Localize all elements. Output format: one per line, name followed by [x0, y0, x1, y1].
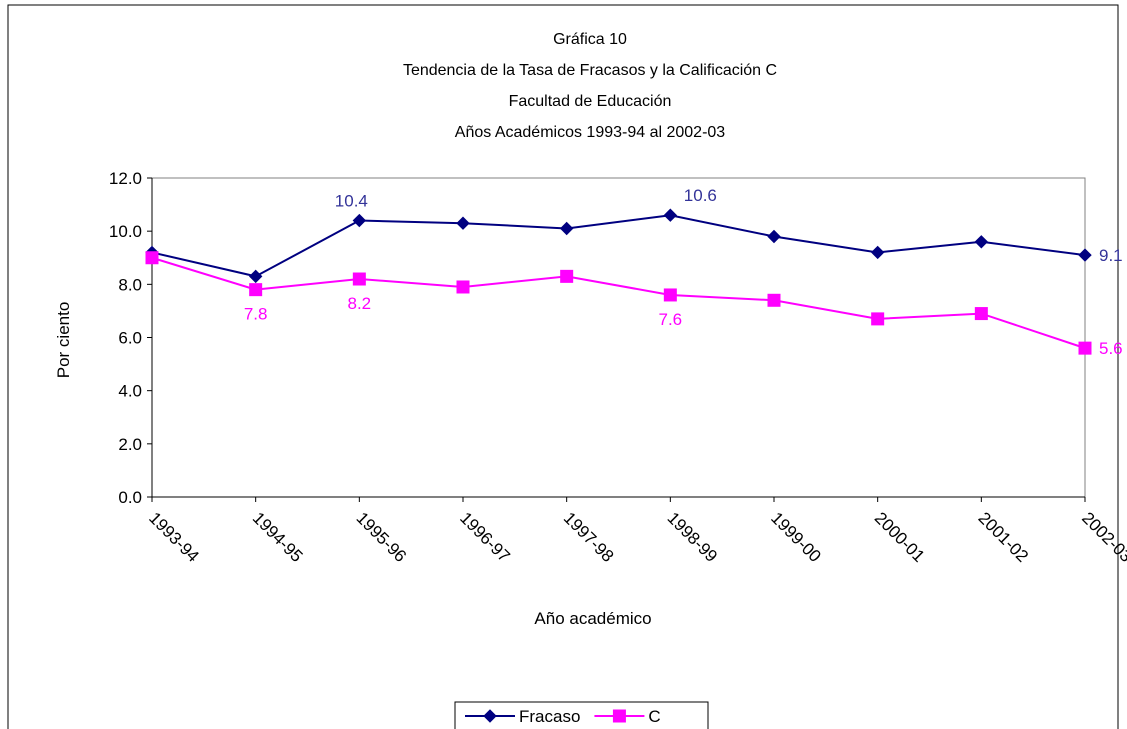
x-tick-label: 1999-00: [767, 508, 825, 566]
x-tick-label: 1993-94: [145, 508, 203, 566]
series-line: [151, 214, 1086, 278]
y-tick-label: 10.0: [109, 222, 142, 241]
chart-frame: [7, 4, 1119, 729]
x-tick-label: 1995-96: [353, 508, 411, 566]
data-label: 10.6: [684, 186, 717, 205]
series-line: [151, 256, 1086, 350]
chart-title: Gráfica 10: [553, 31, 627, 48]
data-label: 8.2: [348, 294, 372, 313]
data-point: [559, 221, 574, 236]
data-point: [974, 307, 988, 321]
x-tick-label: 1994-95: [249, 508, 307, 566]
legend-label: C: [648, 707, 660, 726]
data-point: [870, 245, 885, 260]
chart-subtitle: Años Académicos 1993-94 al 2002-03: [455, 124, 726, 141]
x-tick-label: 2000-01: [871, 508, 929, 566]
data-point: [767, 293, 781, 307]
x-axis-title: Año académico: [534, 609, 651, 628]
y-tick-label: 2.0: [118, 435, 142, 454]
data-point: [352, 213, 367, 228]
legend-marker: [483, 709, 497, 723]
data-point: [871, 312, 885, 326]
data-point: [248, 269, 263, 284]
data-label: 7.8: [244, 305, 268, 324]
data-point: [663, 208, 678, 222]
data-point: [145, 251, 159, 265]
x-tick-label: 1998-99: [664, 508, 722, 566]
y-axis-title: Por ciento: [54, 302, 73, 379]
data-point: [560, 269, 574, 283]
y-tick-label: 4.0: [118, 382, 142, 401]
data-point: [663, 288, 677, 302]
data-label: 7.6: [659, 310, 683, 329]
y-tick-label: 6.0: [118, 329, 142, 348]
data-point: [974, 235, 989, 249]
data-point: [767, 229, 781, 244]
data-point: [456, 280, 470, 294]
data-label: 9.1: [1099, 246, 1123, 265]
x-tick-label: 2001-02: [975, 508, 1033, 566]
data-point: [352, 272, 366, 286]
data-label: 5.6: [1099, 339, 1123, 358]
y-tick-label: 8.0: [118, 275, 142, 294]
legend-marker: [612, 709, 626, 723]
data-point: [1078, 341, 1092, 355]
chart-subtitle: Tendencia de la Tasa de Fracasos y la Ca…: [403, 62, 777, 79]
plot-area: [151, 177, 1086, 498]
x-tick-label: 1997-98: [560, 508, 618, 566]
data-point: [1078, 248, 1092, 262]
y-tick-label: 0.0: [118, 488, 142, 507]
x-tick-label: 2002-03: [1078, 508, 1127, 566]
data-point: [249, 283, 263, 297]
legend-label: Fracaso: [519, 707, 580, 726]
chart-subtitle: Facultad de Educación: [509, 93, 672, 110]
x-tick-label: 1996-97: [456, 508, 514, 566]
data-point: [456, 216, 470, 230]
y-tick-label: 12.0: [109, 169, 142, 188]
data-label: 10.4: [335, 192, 368, 211]
